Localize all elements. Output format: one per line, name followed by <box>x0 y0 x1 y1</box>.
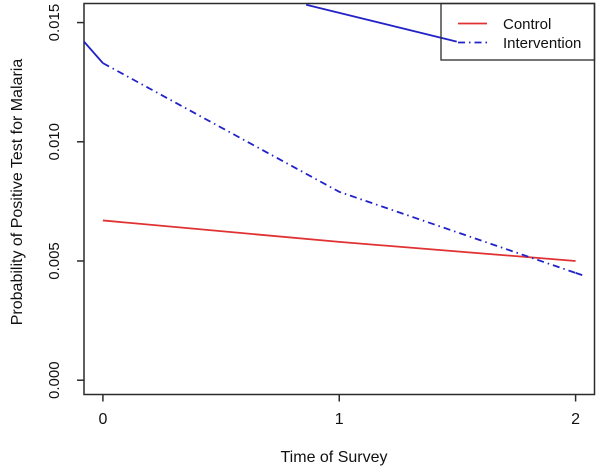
x-axis: 0 1 2 <box>98 394 580 428</box>
legend-label-control: Control <box>503 16 551 33</box>
y-tick-label: 0.015 <box>46 4 63 42</box>
y-axis: 0.000 0.005 0.010 0.015 <box>46 4 84 399</box>
x-tick-label: 2 <box>571 411 580 428</box>
y-tick-label: 0.005 <box>46 242 63 280</box>
y-tick-label: 0.000 <box>46 361 63 399</box>
y-axis-title: Probability of Positive Test for Malaria <box>9 59 26 326</box>
intervention-right-overhang <box>575 272 583 277</box>
series-line-intervention <box>102 62 576 274</box>
legend-label-intervention: Intervention <box>503 35 581 52</box>
x-tick-label: 0 <box>98 411 107 428</box>
plot-border <box>83 2 596 396</box>
y-tick-label: 0.010 <box>46 123 63 161</box>
series-line-control <box>102 219 576 262</box>
x-tick-label: 1 <box>335 411 344 428</box>
intervention-left-border-clip <box>83 41 104 64</box>
upper-blue-line-clipped-at-top <box>305 3 457 43</box>
legend: Control Intervention <box>440 2 596 61</box>
legend-box <box>440 2 596 61</box>
x-axis-title: Time of Survey <box>281 449 388 466</box>
